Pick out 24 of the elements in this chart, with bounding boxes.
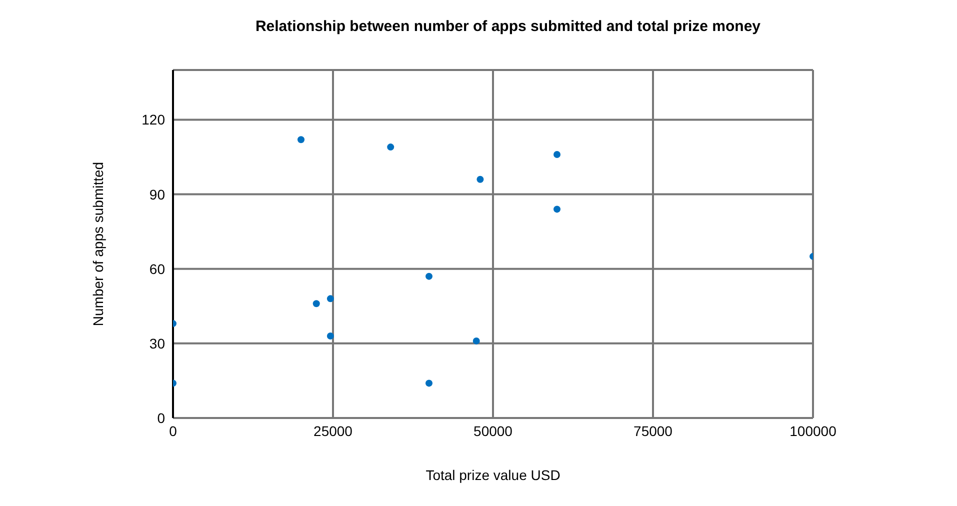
x-tick-label: 50000 xyxy=(474,422,513,439)
y-tick-label: 0 xyxy=(157,410,166,426)
point xyxy=(312,300,320,308)
chart-title: Relationship between number of apps submitted and total prize money xyxy=(254,17,762,37)
y-tick-label: 60 xyxy=(149,260,166,277)
x-tick-label: 75000 xyxy=(634,422,673,439)
point xyxy=(426,380,432,387)
point xyxy=(426,272,432,280)
x-axis-title: Total prize value USD xyxy=(426,467,560,483)
x-tick-label: 25000 xyxy=(314,422,353,439)
point xyxy=(472,337,480,344)
y-tick-label: 120 xyxy=(142,112,166,128)
y-tick-label: 30 xyxy=(149,335,166,352)
point xyxy=(326,295,334,302)
point xyxy=(476,176,484,183)
point xyxy=(554,206,560,213)
y-tick-label: 90 xyxy=(149,186,166,202)
point xyxy=(326,332,334,340)
y-axis-title: Number of apps submitted xyxy=(90,162,106,326)
point xyxy=(554,151,560,158)
point xyxy=(298,136,304,144)
x-tick-label: 100000 xyxy=(790,422,837,439)
x-tick-label: 0 xyxy=(169,422,178,439)
point xyxy=(387,144,394,151)
